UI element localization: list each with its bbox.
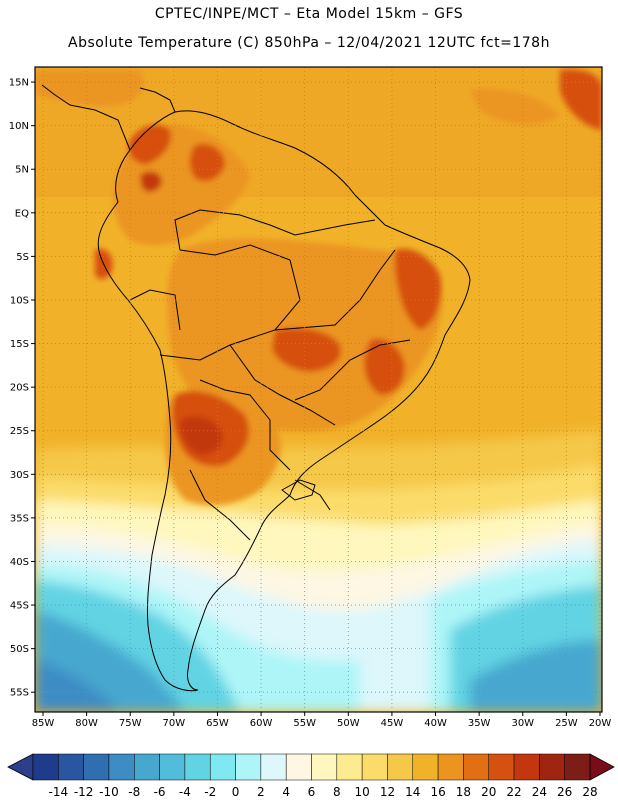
- lon-tick-label: 30W: [511, 718, 534, 729]
- colorbar: [7, 753, 615, 781]
- lon-tick-label: 35W: [468, 718, 491, 729]
- lon-tick-label: 40W: [424, 718, 447, 729]
- colorbar-bin: [58, 753, 84, 781]
- colorbar-bin: [361, 753, 388, 781]
- colorbar-label: 6: [308, 785, 316, 799]
- lon-tick-label: 55W: [293, 718, 316, 729]
- colorbar-bin: [32, 753, 59, 781]
- lat-tick-label: 10N: [9, 121, 29, 132]
- title-line-1: CPTEC/INPE/MCT – Eta Model 15km – GFS: [154, 6, 464, 22]
- colorbar-bin: [437, 753, 464, 781]
- colorbar-label: 26: [557, 785, 572, 799]
- colorbar-bin: [83, 753, 110, 781]
- lat-lon-grid: [35, 67, 602, 712]
- colorbar-label: 16: [430, 785, 445, 799]
- lon-tick-label: 75W: [119, 718, 142, 729]
- colorbar-bin: [209, 753, 236, 781]
- colorbar-label: -14: [49, 785, 69, 799]
- colorbar-label: 18: [456, 785, 471, 799]
- colorbar-bin: [564, 753, 591, 781]
- lat-tick-label: 55S: [10, 688, 29, 699]
- lat-tick-label: 25S: [10, 426, 29, 437]
- colorbar-label: 2: [257, 785, 265, 799]
- colorbar-bin: [488, 753, 515, 781]
- colorbar-label: 22: [506, 785, 521, 799]
- colorbar-bin: [184, 753, 211, 781]
- latitude-axis: 15N 10N 5N EQ 5S 10S 15S 20S 25S 30S 35S 40S 45S 50S 5…: [9, 78, 35, 699]
- colorbar-label: 12: [380, 785, 395, 799]
- colorbar-label: 8: [333, 785, 341, 799]
- colorbar-bin: [513, 753, 540, 781]
- colorbar-label: 0: [232, 785, 240, 799]
- lat-tick-label: 40S: [10, 557, 29, 568]
- lat-tick-label: 30S: [10, 470, 29, 481]
- colorbar-bin: [108, 753, 135, 781]
- colorbar-over-arrow: [589, 753, 615, 781]
- colorbar-bin: [412, 753, 439, 781]
- colorbar-bin: [311, 753, 338, 781]
- colorbar-labels: -14 -12 -10 -8 -6 -4 -2 0 2 4 6 8 10 12 14 16 18 20 22 24 26…: [49, 785, 598, 799]
- colorbar-label: -6: [154, 785, 166, 799]
- colorbar-bin: [539, 753, 565, 781]
- colorbar-label: -12: [74, 785, 94, 799]
- lat-tick-label: 15N: [9, 78, 29, 89]
- colorbar-bin: [134, 753, 160, 781]
- colorbar-label: 14: [405, 785, 420, 799]
- lon-tick-label: 80W: [75, 718, 98, 729]
- colorbar-bin: [463, 753, 489, 781]
- lat-tick-label: 5S: [16, 252, 29, 263]
- lat-tick-label: EQ: [15, 208, 29, 219]
- colorbar-bin: [260, 753, 287, 781]
- colorbar-bin: [235, 753, 262, 781]
- colorbar-label: 24: [532, 785, 547, 799]
- colorbar-label: -2: [204, 785, 216, 799]
- lat-tick-label: 45S: [10, 601, 29, 612]
- lon-tick-label: 25W: [555, 718, 578, 729]
- colorbar-bin: [159, 753, 186, 781]
- temperature-field: [35, 67, 602, 712]
- colorbar-bin: [387, 753, 414, 781]
- lon-tick-label: 65W: [206, 718, 229, 729]
- lat-tick-label: 50S: [10, 644, 29, 655]
- lat-tick-label: 35S: [10, 513, 29, 524]
- lon-tick-label: 50W: [337, 718, 360, 729]
- colorbar-label: 4: [282, 785, 290, 799]
- colorbar-label: -8: [128, 785, 140, 799]
- lon-tick-label: 20W: [589, 718, 612, 729]
- colorbar-label: -10: [99, 785, 119, 799]
- colorbar-label: -4: [179, 785, 191, 799]
- lat-tick-label: 5N: [15, 165, 29, 176]
- coastlines: [41, 84, 471, 692]
- lon-tick-label: 60W: [250, 718, 273, 729]
- lat-tick-label: 10S: [10, 295, 29, 306]
- colorbar-bin: [336, 753, 363, 781]
- colorbar-bin: [285, 753, 312, 781]
- colorbar-under-arrow: [7, 753, 34, 781]
- lon-tick-label: 45W: [381, 718, 404, 729]
- longitude-axis: 85W 80W 75W 70W 65W 60W 55W 50W 45W 40W 35W 30W 25W 2…: [32, 712, 612, 729]
- title-line-2: Absolute Temperature (C) 850hPa – 12/04/…: [68, 35, 550, 51]
- lat-tick-label: 20S: [10, 383, 29, 394]
- colorbar-label: 10: [354, 785, 369, 799]
- colorbar-label: 20: [481, 785, 496, 799]
- map-frame: [34, 66, 603, 713]
- lon-tick-label: 85W: [32, 718, 55, 729]
- colorbar-label: 28: [582, 785, 597, 799]
- lon-tick-label: 70W: [163, 718, 186, 729]
- lat-tick-label: 15S: [10, 339, 29, 350]
